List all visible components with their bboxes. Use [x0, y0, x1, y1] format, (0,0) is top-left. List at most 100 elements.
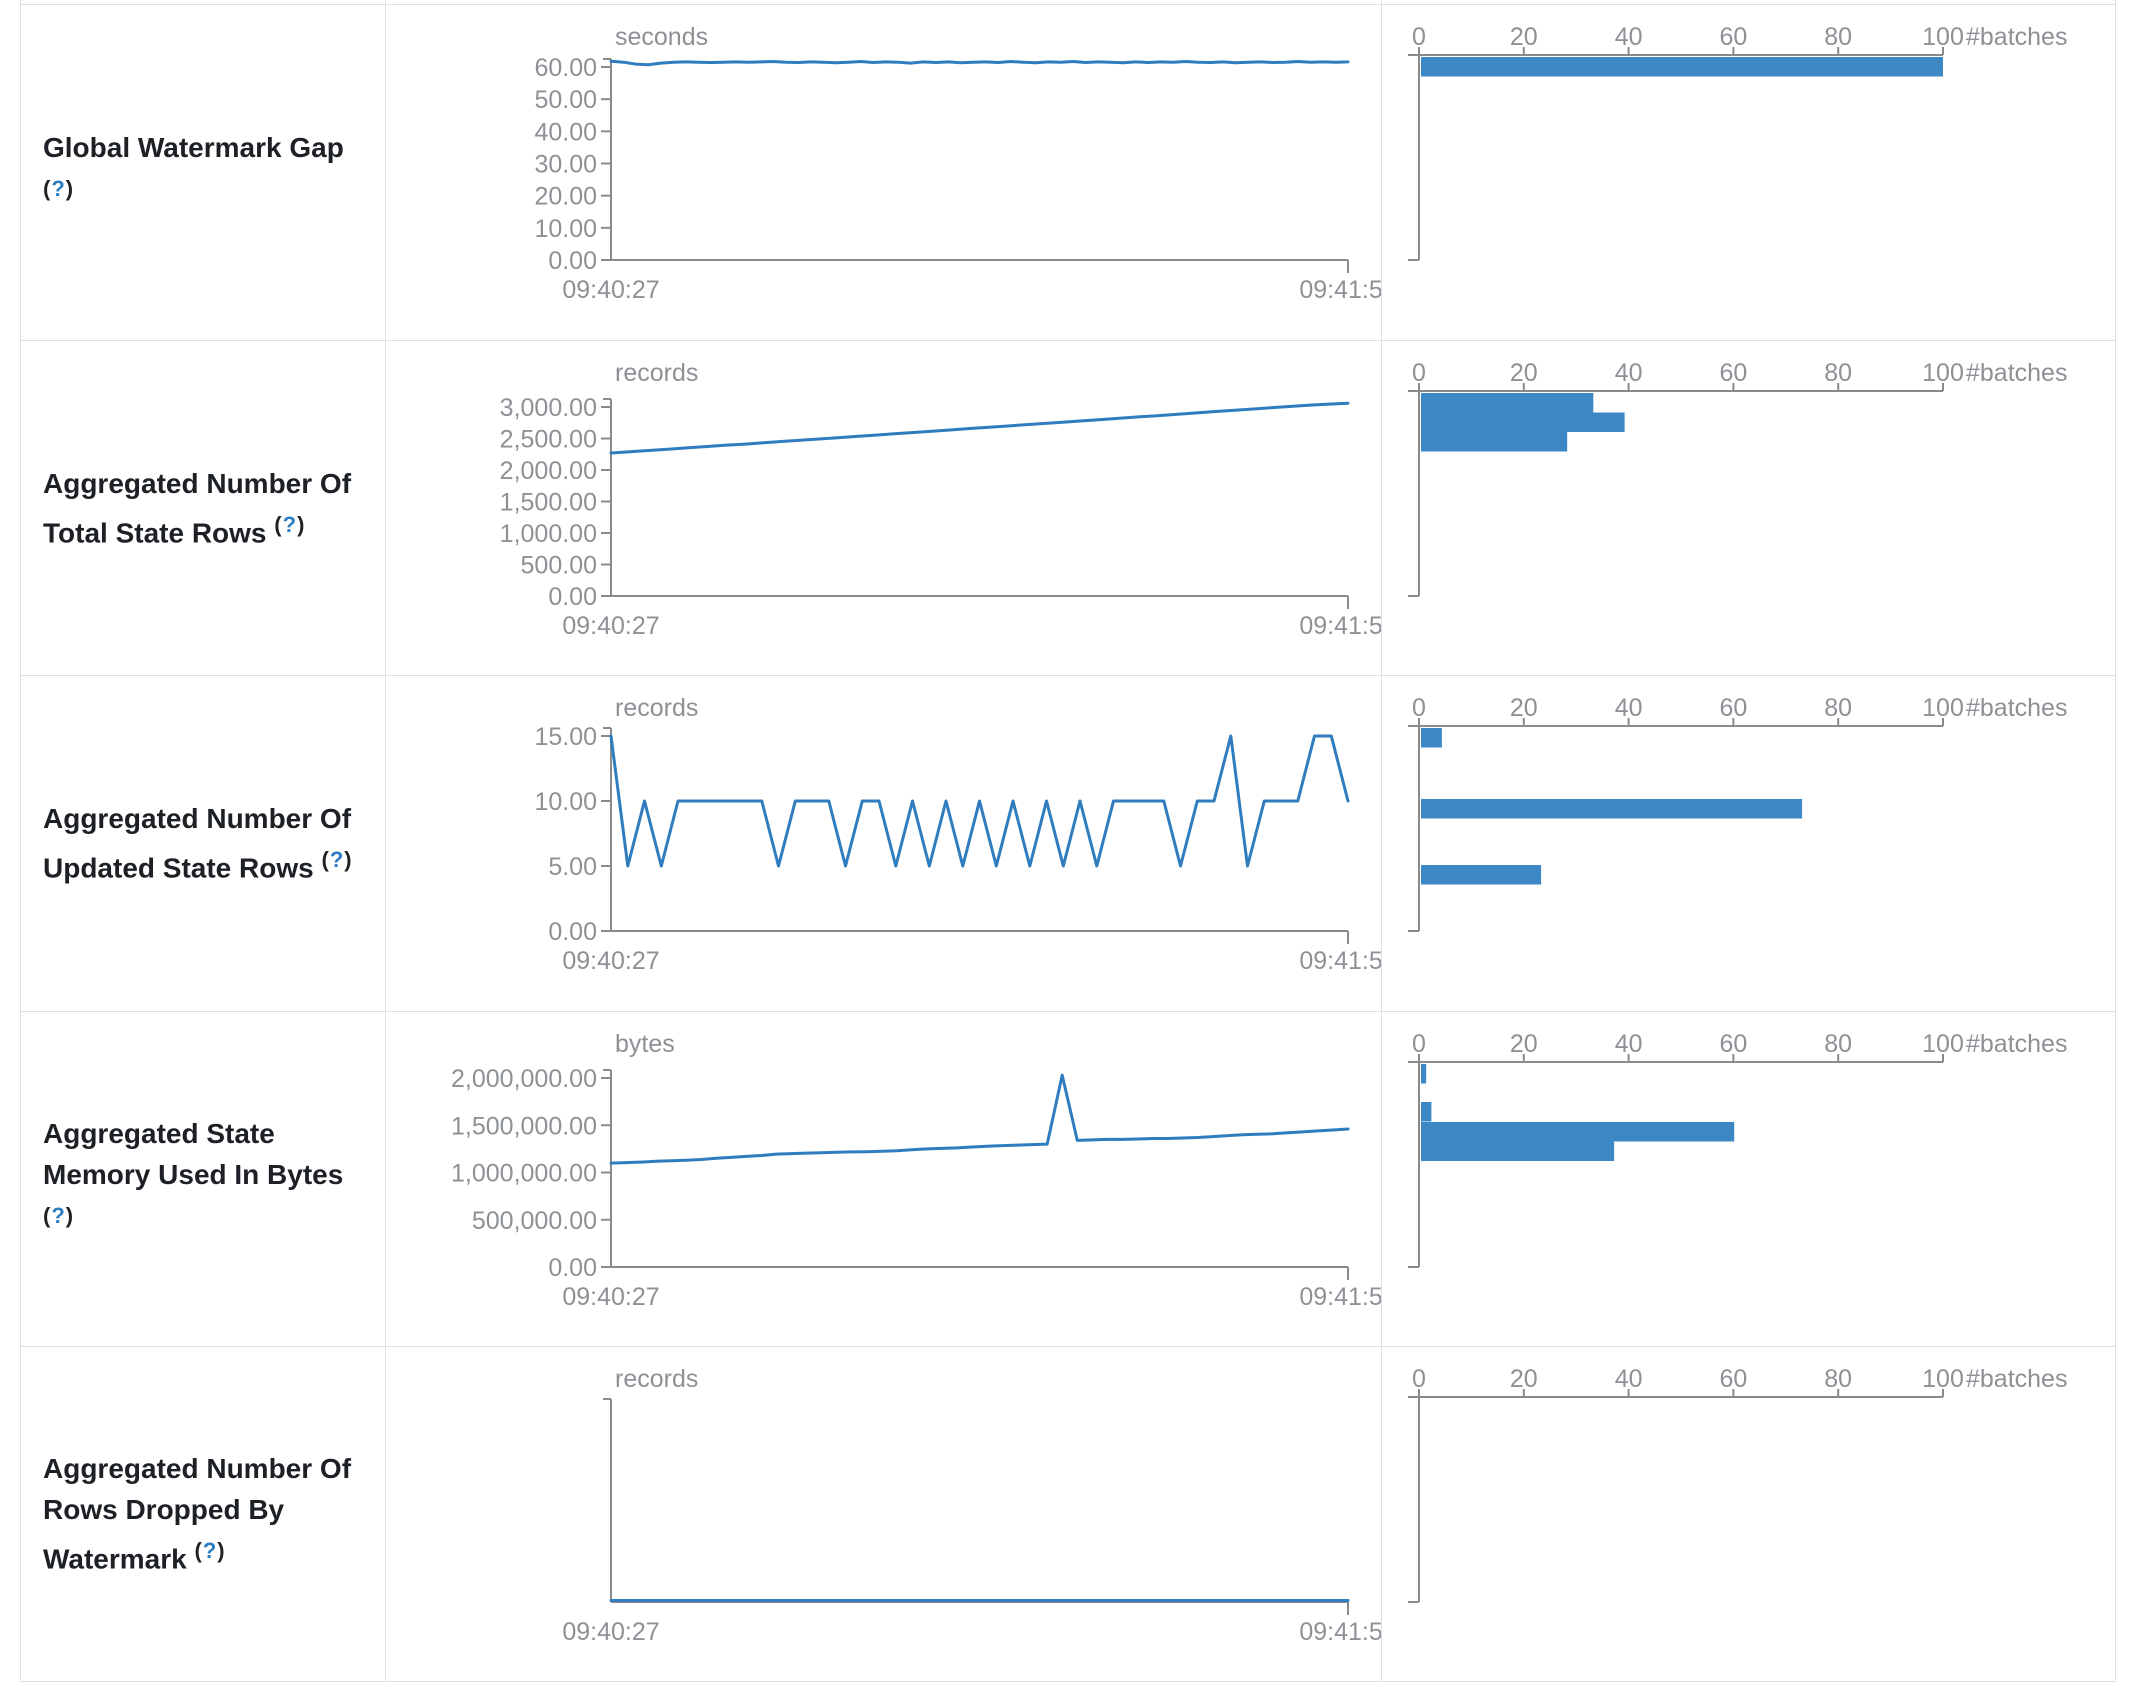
help-link[interactable]: (?)	[43, 1203, 74, 1228]
timeline-x-end-label: 09:41:56	[1299, 612, 1381, 640]
header-row-remnant	[20, 0, 2116, 4]
histogram-x-tick-label: 60	[1719, 1030, 1747, 1058]
histogram-cell: 0 20 40 60 80 100 #batches	[1381, 1010, 2115, 1346]
histogram-x-tick-label: 0	[1412, 1030, 1426, 1058]
histogram-x-tick-label: 100	[1922, 694, 1964, 722]
timeline-cell: records 09:40:27 09:41:56	[385, 1345, 1381, 1681]
histogram-x-tick-label: 60	[1719, 694, 1747, 722]
timeline-x-end-label: 09:41:56	[1299, 947, 1381, 975]
histogram-unit-label: #batches	[1966, 359, 2067, 387]
help-question-icon[interactable]: ?	[282, 512, 298, 538]
metric-label-text: Aggregated Number Of Total State Rows	[43, 468, 352, 549]
histogram-cell: 0 20 40 60 80 100 #batches	[1381, 340, 2115, 676]
help-link[interactable]: (?)	[274, 512, 305, 537]
help-paren: )	[344, 847, 353, 873]
help-paren: )	[65, 1203, 75, 1229]
timeline-y-tick-label: 15.00	[534, 723, 597, 751]
timeline-unit-label: records	[615, 1365, 698, 1393]
histogram-x-tick-label: 0	[1412, 1365, 1426, 1393]
help-paren: (	[321, 847, 330, 873]
metric-row-total-state-rows: Aggregated Number Of Total State Rows (?…	[21, 340, 385, 676]
histogram-x-tick-label: 80	[1824, 1030, 1852, 1058]
histogram-chart: 0 20 40 60 80 100 #batches	[1408, 1365, 2067, 1603]
metric-label-text: Aggregated State Memory Used In Bytes	[43, 1118, 344, 1191]
timeline-x-start-label: 09:40:27	[562, 612, 659, 640]
timeline-x-start-label: 09:40:27	[562, 1283, 659, 1311]
histogram-x-tick-label: 40	[1615, 1030, 1643, 1058]
timeline-chart: records 09:40:27 09:41:56	[562, 1365, 1381, 1646]
histogram-x-tick-label: 80	[1824, 1365, 1852, 1393]
timeline-chart: bytes 2,000,000.00 1,500,000.00 1,000,000.0…	[451, 1030, 1381, 1311]
help-question-icon[interactable]: ?	[51, 1203, 66, 1229]
histogram-bar	[1421, 57, 1943, 77]
histogram-chart: 0 20 40 60 80 100 #batches	[1408, 23, 2067, 261]
metric-label: Aggregated Number Of Total State Rows (?…	[21, 463, 385, 553]
metric-row-global-watermark-gap: Global Watermark Gap (?)	[21, 5, 385, 341]
help-question-icon[interactable]: ?	[202, 1538, 218, 1564]
help-paren: )	[297, 512, 306, 538]
histogram-bar	[1421, 1101, 1432, 1122]
histogram-x-tick-label: 40	[1615, 694, 1643, 722]
histogram-x-tick-label: 20	[1510, 1030, 1538, 1058]
timeline-y-tick-label: 10.00	[534, 788, 597, 816]
timeline-y-tick-label: 30.00	[534, 151, 597, 179]
timeline-y-tick-label: 60.00	[534, 54, 597, 82]
timeline-cell: records 3,000.00 2,500.00 2,000.00 1,500.00 1…	[385, 340, 1381, 676]
timeline-series-line	[609, 1073, 1350, 1165]
timeline-y-tick-label: 500.00	[521, 552, 597, 580]
timeline-y-tick-label: 0.00	[548, 918, 597, 946]
help-link[interactable]: (?)	[43, 176, 74, 201]
histogram-bar	[1421, 432, 1568, 452]
timeline-series-line	[609, 734, 1350, 868]
histogram-x-tick-label: 20	[1510, 694, 1538, 722]
help-question-icon[interactable]: ?	[329, 847, 345, 873]
histogram-x-tick-label: 80	[1824, 359, 1852, 387]
help-paren: )	[65, 176, 75, 202]
timeline-y-tick-label: 500,000.00	[472, 1206, 597, 1234]
histogram-x-tick-label: 20	[1510, 359, 1538, 387]
timeline-y-tick-label: 0.00	[548, 247, 597, 275]
timeline-series-line	[609, 59, 1350, 67]
metric-row-state-memory-bytes: Aggregated State Memory Used In Bytes (?…	[21, 1010, 385, 1346]
timeline-cell: seconds 60.00 50.00 40.00 30.00 20.00 10.00 0.0…	[385, 5, 1381, 341]
histogram-bar	[1421, 412, 1625, 433]
timeline-y-tick-label: 2,000,000.00	[451, 1065, 597, 1093]
histogram-x-tick-label: 100	[1922, 359, 1964, 387]
timeline-unit-label: records	[615, 359, 698, 387]
histogram-x-tick-label: 60	[1719, 1365, 1747, 1393]
histogram-x-tick-label: 60	[1719, 359, 1747, 387]
timeline-y-tick-label: 5.00	[548, 853, 597, 881]
header-remnant-cell	[385, 0, 1381, 4]
timeline-y-tick-label: 50.00	[534, 86, 597, 114]
timeline-x-start-label: 09:40:27	[562, 276, 659, 304]
histogram-bar	[1421, 1141, 1615, 1161]
timeline-x-start-label: 09:40:27	[562, 1618, 659, 1646]
histogram-bar	[1421, 1063, 1427, 1084]
histogram-x-tick-label: 100	[1922, 1030, 1964, 1058]
timeline-series-line	[609, 401, 1350, 455]
help-paren: (	[274, 512, 283, 538]
help-question-icon[interactable]: ?	[51, 176, 66, 202]
timeline-x-start-label: 09:40:27	[562, 947, 659, 975]
timeline-unit-label: bytes	[615, 1030, 675, 1058]
histogram-bar	[1421, 865, 1542, 885]
help-link[interactable]: (?)	[321, 847, 352, 872]
histogram-x-tick-label: 100	[1922, 23, 1964, 51]
metric-label: Global Watermark Gap (?)	[21, 127, 385, 217]
histogram-bar	[1421, 1121, 1735, 1142]
timeline-y-tick-label: 1,500.00	[500, 489, 597, 517]
histogram-x-tick-label: 100	[1922, 1365, 1964, 1393]
help-link[interactable]: (?)	[194, 1538, 225, 1563]
timeline-y-tick-label: 1,000.00	[500, 520, 597, 548]
histogram-x-tick-label: 80	[1824, 23, 1852, 51]
timeline-x-end-label: 09:41:56	[1299, 1618, 1381, 1646]
histogram-x-tick-label: 20	[1510, 23, 1538, 51]
histogram-x-tick-label: 40	[1615, 23, 1643, 51]
metric-label: Aggregated Number Of Rows Dropped By Wat…	[21, 1448, 385, 1579]
metric-label: Aggregated Number Of Updated State Rows …	[21, 798, 385, 888]
histogram-chart: 0 20 40 60 80 100 #batches	[1408, 359, 2067, 598]
histogram-x-tick-label: 20	[1510, 1365, 1538, 1393]
histogram-unit-label: #batches	[1966, 694, 2067, 722]
